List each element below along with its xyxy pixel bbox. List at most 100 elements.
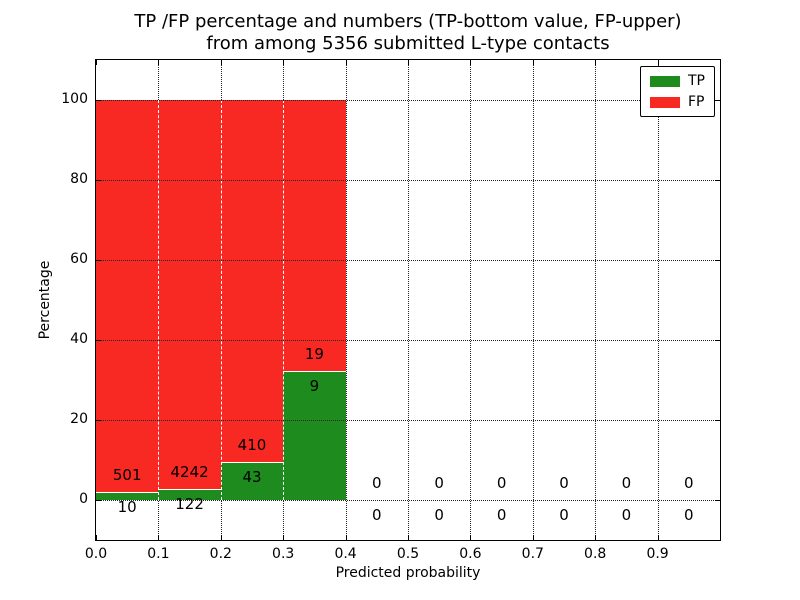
x-axis-tick-top — [345, 60, 347, 65]
x-axis-tick-top — [532, 60, 534, 65]
h-gridline — [96, 260, 720, 261]
tp-count-label: 0 — [434, 506, 444, 524]
y-axis-tick — [96, 260, 101, 261]
y-tick-label: 40 — [70, 331, 88, 347]
legend: TP FP — [640, 66, 715, 117]
h-gridline — [96, 420, 720, 421]
x-tick-label: 0.1 — [147, 546, 170, 562]
legend-label-tp: TP — [688, 73, 705, 89]
y-axis-tick — [96, 500, 101, 501]
x-axis-tick — [470, 535, 472, 540]
y-axis-tick-right — [715, 500, 720, 501]
y-tick-label: 60 — [70, 251, 88, 267]
tp-bar-segment — [283, 371, 346, 500]
v-gridline — [532, 60, 534, 540]
x-tick-label: 0.8 — [584, 546, 607, 562]
x-axis-tick-top — [657, 60, 659, 65]
y-axis-tick — [96, 100, 101, 101]
fp-bar-segment — [220, 100, 284, 463]
tp-bar-segment — [96, 492, 159, 500]
x-axis-tick-top — [408, 60, 409, 65]
chart-title: TP /FP percentage and numbers (TP-bottom… — [96, 11, 720, 55]
bar-separator — [220, 100, 222, 500]
y-axis-label: Percentage — [37, 260, 53, 340]
x-axis-tick-top — [96, 60, 97, 65]
x-axis-tick-top — [283, 60, 285, 65]
x-tick-label: 0.5 — [396, 546, 420, 562]
v-gridline — [345, 60, 347, 540]
fp-count-label: 0 — [434, 474, 444, 492]
x-tick-label: 0.7 — [521, 546, 544, 562]
h-gridline — [96, 100, 720, 101]
tp-count-label: 122 — [175, 494, 204, 513]
x-axis-tick-top — [158, 60, 160, 65]
h-gridline — [96, 500, 720, 501]
plot-area: TP FP — [95, 59, 721, 541]
h-gridline — [96, 180, 720, 181]
x-axis-tick — [220, 535, 222, 540]
v-gridline — [595, 60, 597, 540]
x-axis-tick — [158, 535, 160, 540]
tp-count-label: 9 — [309, 377, 320, 396]
tp-count-label: 0 — [496, 506, 507, 524]
legend-item-tp: TP — [650, 74, 705, 88]
tp-count-label: 0 — [621, 506, 632, 524]
x-axis-tick — [657, 535, 659, 540]
x-axis-tick-top — [220, 60, 222, 65]
x-tick-label: 0.3 — [272, 546, 295, 562]
tp-count-label: 0 — [684, 506, 694, 524]
fp-count-label: 410 — [237, 436, 267, 455]
x-axis-tick-top — [470, 60, 472, 65]
h-gridline — [96, 340, 720, 341]
y-axis-tick-right — [715, 340, 720, 341]
x-tick-label: 0.2 — [209, 546, 232, 562]
y-tick-label: 100 — [61, 91, 88, 107]
y-axis-tick-right — [715, 180, 720, 181]
fp-count-label: 0 — [372, 474, 382, 492]
tp-count-label: 43 — [242, 468, 262, 487]
tp-bar-segment — [220, 462, 284, 500]
x-tick-label: 0.9 — [646, 546, 669, 562]
fp-bar-segment — [283, 100, 346, 372]
fp-count-label: 0 — [684, 474, 694, 492]
fp-count-label: 4242 — [170, 462, 209, 481]
x-axis-tick-top — [595, 60, 597, 65]
y-tick-label: 0 — [79, 491, 88, 507]
bar-separator — [283, 100, 285, 500]
x-tick-label: 0.6 — [459, 546, 482, 562]
v-gridline — [470, 60, 472, 540]
x-axis-label: Predicted probability — [335, 565, 481, 581]
y-axis-tick — [96, 180, 101, 181]
legend-label-fp: FP — [688, 94, 705, 110]
tp-count-label: 0 — [559, 506, 569, 524]
x-tick-label: 0.4 — [334, 546, 357, 562]
tp-count-label: 10 — [117, 498, 137, 517]
x-tick-label: 0.0 — [84, 546, 108, 562]
fp-count-label: 19 — [304, 345, 324, 364]
fp-bar-segment — [96, 100, 159, 493]
y-axis-tick-right — [715, 260, 720, 261]
x-axis-tick — [595, 535, 597, 540]
y-tick-label: 80 — [70, 171, 88, 187]
x-axis-tick — [96, 535, 97, 540]
tp-count-label: 0 — [372, 506, 382, 524]
v-gridline — [408, 60, 409, 540]
chart-title-line-2: from among 5356 submitted L-type contact… — [206, 33, 610, 54]
fp-count-label: 0 — [559, 474, 569, 492]
x-axis-tick — [532, 535, 534, 540]
v-gridline — [657, 60, 659, 540]
fp-count-label: 0 — [621, 474, 632, 492]
y-axis-tick-right — [715, 420, 720, 421]
legend-item-fp: FP — [650, 95, 705, 109]
fp-legend-swatch — [650, 96, 680, 108]
y-axis-tick — [96, 420, 101, 421]
chart-title-line-1: TP /FP percentage and numbers (TP-bottom… — [134, 11, 682, 32]
y-axis-tick-right — [715, 100, 720, 101]
y-axis-tick — [96, 340, 101, 341]
x-axis-tick — [283, 535, 285, 540]
fp-count-label: 501 — [112, 466, 142, 485]
bar-separator — [158, 100, 160, 500]
x-axis-tick — [345, 535, 347, 540]
fp-bar-segment — [158, 100, 221, 489]
